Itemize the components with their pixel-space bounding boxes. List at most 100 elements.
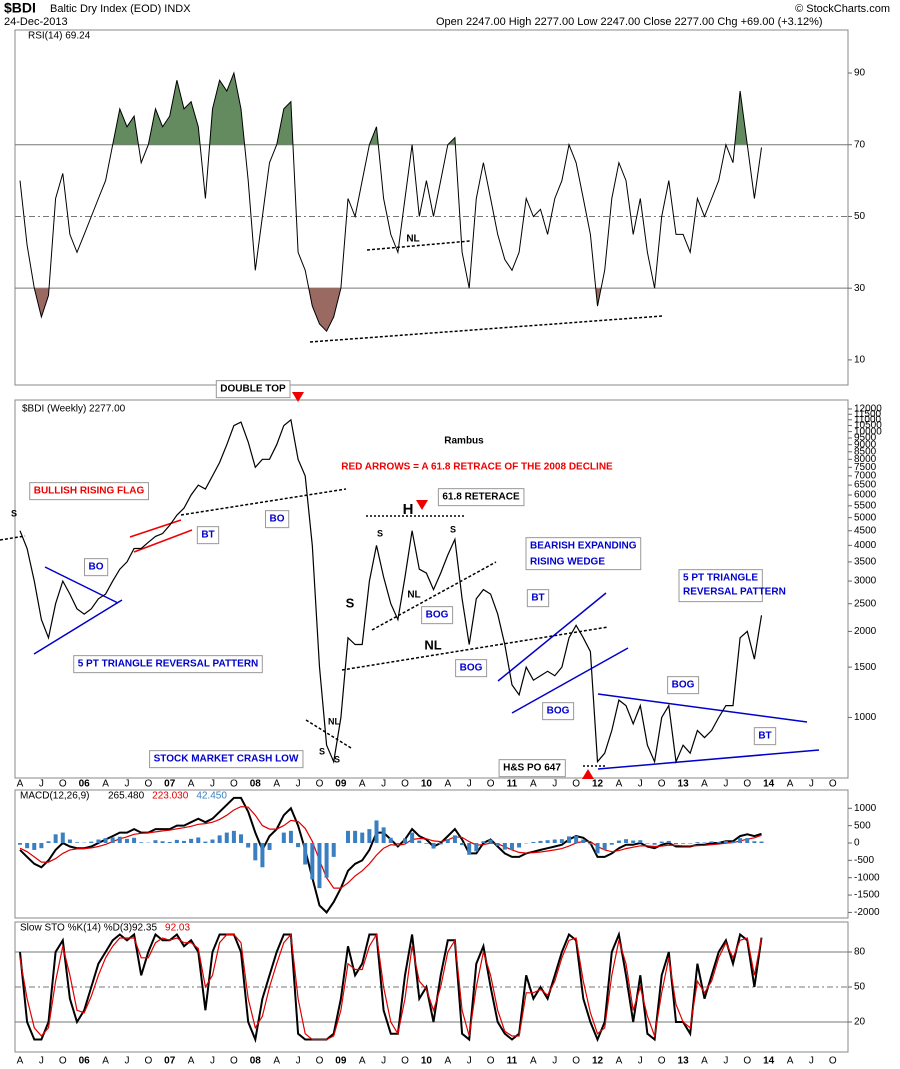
- y-tick-label: 10000: [854, 426, 882, 437]
- y-tick-label: 3500: [854, 557, 877, 568]
- legend: 92.35: [132, 923, 157, 934]
- x-tick-label: 10: [421, 1056, 433, 1067]
- annotation: BULLISH RISING FLAG: [34, 486, 145, 497]
- x-tick-label: A: [102, 779, 109, 790]
- x-tick-label: O: [144, 1056, 152, 1067]
- x-tick-label: A: [359, 1056, 366, 1067]
- x-tick-label: A: [17, 1056, 24, 1067]
- y-tick-label: 6000: [854, 490, 877, 501]
- histogram-bar: [745, 838, 750, 843]
- x-tick-label: 13: [678, 1056, 690, 1067]
- y-tick-label: 7500: [854, 462, 877, 473]
- date: 24-Dec-2013: [4, 16, 68, 28]
- histogram-bar: [353, 830, 358, 843]
- x-tick-label: 11: [507, 779, 518, 790]
- annotation: BEARISH EXPANDING: [530, 541, 637, 552]
- x-tick-label: J: [124, 779, 129, 790]
- annotation: 5 PT TRIANGLE: [683, 573, 758, 584]
- x-tick-label: J: [638, 779, 643, 790]
- histogram-bar: [581, 839, 586, 843]
- x-tick-label: J: [467, 1056, 472, 1067]
- histogram-bar: [181, 840, 186, 843]
- x-tick-label: A: [359, 779, 366, 790]
- x-tick-label: O: [487, 1056, 495, 1067]
- histogram-bar: [709, 841, 714, 843]
- x-tick-label: 10: [421, 779, 433, 790]
- histogram-bar: [588, 842, 593, 845]
- red-arrow: [292, 392, 304, 402]
- trendline: [133, 529, 193, 553]
- x-tick-label: A: [616, 1056, 623, 1067]
- annotation-box: [678, 569, 763, 603]
- x-tick-label: O: [743, 1056, 751, 1067]
- x-tick-label: O: [59, 779, 67, 790]
- y-tick-label: 90: [854, 68, 866, 79]
- y-tick-label: 10500: [854, 420, 882, 431]
- histogram-bar: [374, 820, 379, 843]
- y-tick-label: 30: [854, 283, 866, 294]
- histogram-bar: [567, 836, 572, 843]
- x-tick-label: 11: [507, 1056, 518, 1067]
- y-tick-label: 5500: [854, 500, 877, 511]
- x-tick-label: O: [658, 779, 666, 790]
- annotation: S: [319, 746, 325, 756]
- annotation: S: [334, 754, 340, 764]
- trendline: [371, 561, 497, 631]
- histogram-bar: [538, 840, 543, 843]
- y-tick-label: 8500: [854, 446, 877, 457]
- legend: $BDI (Weekly) 2277.00: [22, 404, 126, 415]
- x-tick-label: 12: [592, 779, 604, 790]
- histogram-bar: [246, 842, 251, 848]
- x-tick-label: J: [809, 1056, 814, 1067]
- annotation-box: [437, 488, 525, 507]
- histogram-bar: [723, 841, 728, 843]
- x-tick-label: J: [210, 1056, 215, 1067]
- histogram-bar: [317, 842, 322, 889]
- x-tick-label: A: [787, 779, 794, 790]
- histogram-bar: [495, 842, 500, 846]
- y-tick-label: 2000: [854, 626, 877, 637]
- red-arrow: [582, 769, 594, 779]
- annotation-box: [498, 759, 566, 778]
- annotation: DOUBLE TOP: [220, 384, 286, 395]
- histogram-bar: [53, 834, 58, 843]
- legend: 42.450: [196, 791, 227, 802]
- trendline: [33, 599, 123, 655]
- x-tick-label: J: [552, 779, 557, 790]
- y-tick-label: 4500: [854, 525, 877, 536]
- y-tick-label: 1000: [854, 712, 877, 723]
- y-tick-label: 1000: [854, 803, 877, 814]
- histogram-bar: [153, 840, 158, 843]
- histogram-bar: [281, 832, 286, 843]
- indicator-line: [19, 932, 763, 1041]
- y-tick-label: -1000: [854, 872, 880, 883]
- histogram-bar: [174, 839, 179, 843]
- x-tick-label: A: [530, 1056, 537, 1067]
- rsi-neckline: [366, 240, 471, 251]
- histogram-bar: [324, 842, 329, 878]
- annotation-box: [215, 380, 291, 399]
- histogram-bar: [666, 840, 671, 843]
- histogram-bar: [474, 842, 479, 852]
- histogram-bar: [331, 842, 336, 857]
- histogram-bar: [39, 842, 44, 849]
- annotation: NL: [328, 716, 340, 726]
- histogram-bar: [638, 840, 643, 843]
- histogram-bar: [502, 842, 507, 850]
- annotation-box: [525, 537, 642, 571]
- trendline: [44, 566, 119, 604]
- histogram-bar: [75, 842, 80, 843]
- x-tick-label: J: [723, 779, 728, 790]
- annotation: BT: [758, 731, 771, 742]
- histogram-bar: [695, 842, 700, 843]
- x-tick-label: A: [102, 1056, 109, 1067]
- x-tick-label: O: [230, 1056, 238, 1067]
- annotation: NL: [406, 234, 419, 245]
- histogram-bar: [189, 838, 194, 843]
- y-tick-label: 80: [854, 947, 866, 958]
- y-tick-label: 11000: [854, 414, 882, 425]
- histogram-bar: [132, 837, 137, 843]
- x-tick-label: O: [401, 1056, 409, 1067]
